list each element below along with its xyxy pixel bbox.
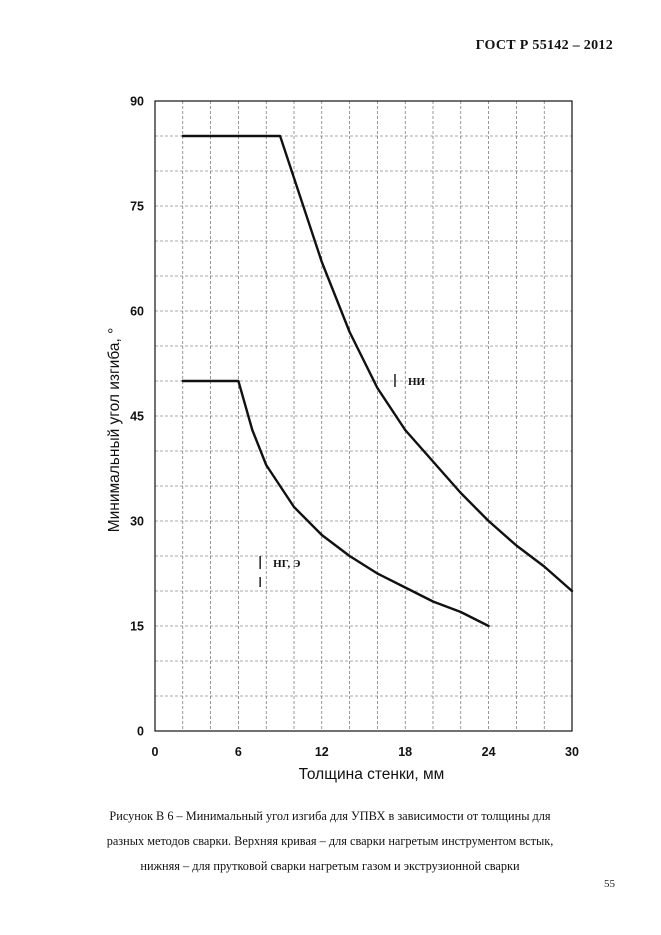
x-tick-label: 6 xyxy=(235,745,242,759)
y-tick-label: 75 xyxy=(130,200,144,214)
annotation-label: НИ xyxy=(408,376,426,388)
x-tick-label: 18 xyxy=(398,745,412,759)
annotations: НИ НГ, Э xyxy=(259,374,426,587)
upper-curve-line xyxy=(181,134,574,593)
y-tick-label: 90 xyxy=(130,95,144,109)
y-tick-label: 45 xyxy=(130,410,144,424)
bend-angle-chart: 0 6 12 18 24 30 0 15 30 45 60 75 90 НИ НГ, Э Толщина … xyxy=(106,95,579,784)
tick-labels: 0 6 12 18 24 30 0 15 30 45 60 75 90 xyxy=(130,95,579,760)
y-tick-label: 15 xyxy=(130,620,144,634)
x-tick-label: 0 xyxy=(152,745,159,759)
y-axis-title: Минимальный угол изгиба, ° xyxy=(106,328,123,533)
caption-line-2: разных методов сварки. Верхняя кривая – … xyxy=(106,834,554,848)
x-tick-label: 12 xyxy=(315,745,329,759)
lower-curve-line xyxy=(181,379,490,628)
caption-line-3: нижняя – для прутковой сварки нагретым г… xyxy=(140,859,520,873)
document-header: ГОСТ Р 55142 – 2012 xyxy=(475,38,613,53)
annotation-label: НГ, Э xyxy=(273,558,300,570)
caption-line-1: Рисунок В 6 – Минимальный угол изгиба дл… xyxy=(109,809,551,823)
x-tick-label: 24 xyxy=(482,745,496,759)
x-tick-label: 30 xyxy=(565,745,579,759)
y-tick-label: 30 xyxy=(130,515,144,529)
y-tick-label: 0 xyxy=(137,725,144,739)
page-number: 55 xyxy=(604,878,615,890)
data-series xyxy=(181,134,574,628)
plot-frame xyxy=(154,100,573,732)
x-axis-title: Толщина стенки, мм xyxy=(299,766,445,783)
figure-caption: Рисунок В 6 – Минимальный угол изгиба дл… xyxy=(70,804,590,879)
grid-lines xyxy=(155,101,572,731)
y-tick-label: 60 xyxy=(130,305,144,319)
